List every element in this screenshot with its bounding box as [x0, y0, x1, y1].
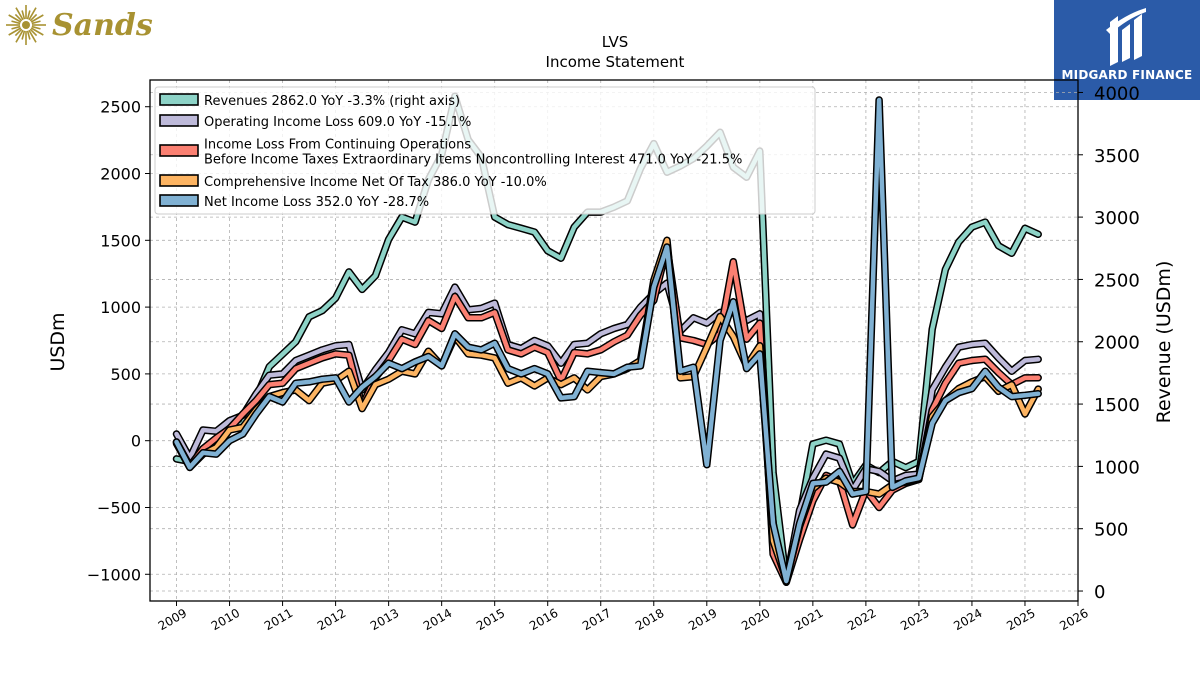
series-lines — [172, 92, 1042, 587]
midgard-emblem-icon — [1106, 8, 1146, 66]
y-tick-label-right: 3500 — [1094, 146, 1140, 167]
legend-label-line: Net Income Loss 352.0 YoY -28.7% — [204, 195, 429, 210]
legend-swatch-comprehensive — [159, 174, 199, 187]
legend-label-revenues: Revenues 2862.0 YoY -3.3% (right axis) — [204, 94, 460, 109]
sun-ray — [31, 25, 41, 30]
midgard-wordmark: MIDGARD FINANCE — [1061, 68, 1193, 82]
sun-ray — [14, 13, 23, 22]
sun-ray — [28, 29, 37, 43]
sun-ray — [30, 14, 44, 23]
x-tick-label: 2016 — [527, 606, 560, 633]
x-tick-label: 2015 — [474, 606, 507, 633]
legend-box — [154, 86, 816, 215]
sun-ray — [31, 20, 41, 25]
sun-ray — [29, 13, 38, 22]
y-tick-label-right: 3000 — [1094, 208, 1140, 229]
x-tick-label: 2022 — [845, 606, 878, 633]
x-tick-label: 2011 — [262, 606, 295, 633]
x-tick-label: 2023 — [898, 606, 931, 633]
x-tick-label: 2014 — [421, 606, 454, 633]
plot-frame — [149, 79, 1079, 602]
sun-ray — [21, 30, 26, 40]
sun-ray — [26, 30, 31, 40]
sun-ray — [21, 10, 26, 20]
legend: Revenues 2862.0 YoY -3.3% (right axis) Op… — [154, 86, 816, 215]
x-tick-label: 2009 — [156, 606, 189, 633]
x-tick-label: 2012 — [315, 606, 348, 633]
chart-subtitle: Income Statement — [546, 53, 685, 71]
sun-ray — [28, 7, 37, 21]
legend-label-line: Before Income Taxes Extraordinary Items … — [204, 153, 742, 168]
x-tick-label: 2024 — [951, 606, 984, 633]
legend-swatch-net — [159, 194, 199, 207]
y-tick-label-right: 500 — [1094, 520, 1128, 541]
sun-emblem-icon: Sands — [6, 5, 153, 45]
x-tick-label: 2020 — [739, 606, 772, 633]
legend-label-line: Revenues 2862.0 YoY -3.3% (right axis) — [204, 94, 460, 109]
legend-label-line: Income Loss From Continuing Operations — [204, 138, 471, 153]
y-axis-label-right: Revenue (USDm) — [1153, 261, 1175, 424]
y-tick-label-right: 2500 — [1094, 270, 1140, 291]
y-tick-label-right: 0 — [1094, 582, 1105, 603]
legend-label-net: Net Income Loss 352.0 YoY -28.7% — [204, 195, 429, 210]
legend-label-line: Comprehensive Income Net Of Tax 386.0 Yo… — [204, 175, 547, 190]
sands-logo: Sands — [4, 4, 174, 46]
sun-ray — [30, 27, 44, 36]
legend-swatch-revenues — [159, 93, 199, 106]
sun-ray — [15, 29, 24, 43]
legend-label-line: Operating Income Loss 609.0 YoY -15.1% — [204, 115, 471, 130]
x-tick-label: 2021 — [792, 606, 825, 633]
series-line-pretax — [174, 244, 1041, 585]
chart-title: LVS — [602, 33, 629, 51]
sands-wordmark: Sands — [52, 8, 153, 43]
y-tick-label: 0 — [131, 432, 141, 451]
series-outline-pretax — [172, 243, 1042, 587]
y-tick-label: 1000 — [100, 298, 141, 317]
legend-label-comprehensive: Comprehensive Income Net Of Tax 386.0 Yo… — [204, 175, 547, 190]
legend-label-operating: Operating Income Loss 609.0 YoY -15.1% — [204, 115, 471, 130]
sun-ray — [8, 14, 22, 23]
y-tick-label-right: 1000 — [1094, 457, 1140, 478]
x-tick-label: 2017 — [580, 606, 613, 633]
legend-swatch-pretax — [159, 144, 199, 157]
y-tick-label: 1500 — [100, 231, 141, 250]
y-axis-label: USDm — [47, 312, 69, 371]
x-tick-label: 2013 — [368, 606, 401, 633]
x-tick-label: 2026 — [1057, 606, 1090, 633]
sun-ray — [11, 20, 21, 25]
sun-center — [22, 21, 30, 29]
legend-swatch-operating — [159, 114, 199, 127]
y-tick-label: 500 — [110, 365, 141, 384]
x-tick-label: 2018 — [633, 606, 666, 633]
x-tick-label: 2010 — [209, 606, 242, 633]
sun-ray — [15, 7, 24, 21]
y-tick-label: −500 — [97, 498, 141, 517]
y-tick-label: 2500 — [100, 98, 141, 117]
y-tick-label: −1000 — [87, 565, 141, 584]
y-tick-label-right: 2000 — [1094, 333, 1140, 354]
sun-ray — [26, 10, 31, 20]
sun-rays — [6, 5, 46, 45]
sun-ray — [8, 27, 22, 36]
x-tick-label: 2019 — [686, 606, 719, 633]
sun-ray — [11, 25, 21, 30]
sun-ray — [29, 28, 38, 37]
y-tick-label: 2000 — [100, 165, 141, 184]
sun-ray — [14, 28, 23, 37]
series-line-net — [174, 97, 1041, 584]
y-tick-label-right: 4000 — [1094, 83, 1140, 104]
legend-label-pretax: Income Loss From Continuing Operations Be… — [204, 138, 742, 168]
x-tick-label: 2025 — [1004, 606, 1037, 633]
y-tick-label-right: 1500 — [1094, 395, 1140, 416]
